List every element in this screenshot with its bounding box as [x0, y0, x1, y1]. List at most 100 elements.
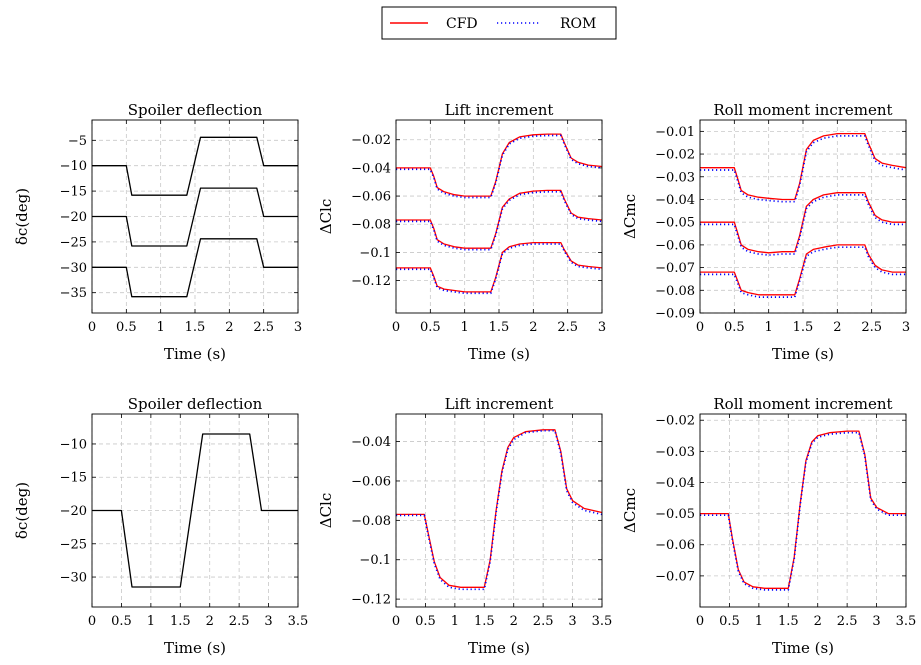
- y-tick-label: −0.02: [351, 133, 391, 148]
- y-tick-label: −0.1: [359, 246, 391, 261]
- x-tick-label: 3.5: [288, 614, 309, 629]
- x-tick-label: 2.5: [557, 320, 578, 335]
- x-axis-label: Time (s): [468, 345, 530, 363]
- x-tick-label: 0: [88, 614, 96, 629]
- y-axis-label: ΔClc: [317, 199, 335, 235]
- series-line-cfd: [700, 244, 906, 296]
- y-tick-label: −0.08: [655, 284, 695, 299]
- x-tick-label: 3: [264, 614, 272, 629]
- series-line-rom: [700, 135, 907, 203]
- x-tick-label: 1: [755, 614, 763, 629]
- x-tick-label: 1.5: [185, 320, 206, 335]
- x-axis-label: Time (s): [468, 639, 530, 657]
- y-tick-label: −15: [60, 471, 87, 486]
- y-tick-label: −25: [60, 537, 87, 552]
- series-line-rom: [700, 194, 906, 256]
- series-line-rom: [396, 429, 603, 591]
- subplot-grid: Spoiler deflection 0 0.5 1 1.5 2 2.5 3 −5 −10 −15 −…: [13, 101, 916, 657]
- x-axis-label: Time (s): [164, 345, 226, 363]
- x-tick-label: 3: [872, 614, 880, 629]
- plot-frame: [699, 413, 907, 608]
- y-tick-label: −25: [60, 235, 87, 250]
- subplot-2: Lift increment 0 0.5 1 1.5 2 2.5 3 −0.02 −0.04 −0.…: [317, 101, 606, 363]
- x-tick-label: 0.5: [420, 320, 441, 335]
- x-tick-label: 1.5: [489, 320, 510, 335]
- x-tick-label: 0: [88, 320, 96, 335]
- series-line-rom: [700, 431, 906, 591]
- subplot-title: Spoiler deflection: [128, 101, 263, 119]
- y-tick-label: −5: [68, 134, 87, 149]
- plot-frame: [91, 119, 299, 314]
- plot-frame: [699, 119, 907, 314]
- y-tick-label: −0.08: [351, 218, 391, 233]
- subplot-6: Roll moment increment 0 0.5 1 1.5 2 2.5 3 3.5 −0.…: [621, 395, 916, 657]
- series-line: [92, 136, 298, 196]
- y-tick-label: −0.06: [351, 190, 391, 205]
- x-tick-label: 0.5: [719, 614, 740, 629]
- series-line-rom: [396, 190, 603, 251]
- y-axis-label: δc(deg): [13, 188, 31, 245]
- y-tick-label: −30: [60, 261, 87, 276]
- x-tick-label: 3: [598, 320, 606, 335]
- y-tick-label: −30: [60, 571, 87, 586]
- y-tick-label: −0.05: [655, 216, 695, 231]
- y-tick-label: −0.04: [351, 161, 391, 176]
- subplot-3: Roll moment increment 0 0.5 1 1.5 2 2.5 3 −0.01 −…: [621, 101, 910, 363]
- y-tick-label: −20: [60, 504, 87, 519]
- y-axis-label: ΔCmc: [621, 488, 639, 533]
- series-line-rom: [396, 243, 603, 295]
- series-line: [92, 187, 298, 247]
- x-tick-label: 1: [157, 320, 165, 335]
- x-tick-label: 1: [765, 320, 773, 335]
- x-tick-label: 0.5: [724, 320, 745, 335]
- subplot-title: Lift increment: [445, 101, 554, 119]
- y-tick-label: −10: [60, 159, 87, 174]
- legend-label-cfd: CFD: [446, 16, 478, 32]
- subplot-1: Spoiler deflection 0 0.5 1 1.5 2 2.5 3 −5 −10 −15 −…: [13, 101, 302, 363]
- y-axis-label: ΔClc: [317, 493, 335, 529]
- x-tick-label: 0: [392, 320, 400, 335]
- plot-frame: [91, 413, 299, 608]
- series-line-cfd: [396, 241, 603, 293]
- y-tick-label: −0.04: [655, 476, 695, 491]
- series-line-rom: [700, 246, 906, 298]
- series-line: [92, 238, 298, 298]
- y-tick-label: −0.03: [655, 170, 695, 185]
- subplot-title: Roll moment increment: [713, 395, 892, 413]
- x-tick-label: 2: [529, 320, 537, 335]
- y-tick-label: −10: [60, 437, 87, 452]
- x-tick-label: 1.5: [793, 320, 814, 335]
- x-tick-label: 2.5: [861, 320, 882, 335]
- x-tick-label: 3.5: [592, 614, 613, 629]
- subplot-title: Spoiler deflection: [128, 395, 263, 413]
- y-tick-label: −0.07: [655, 261, 695, 276]
- y-tick-label: −15: [60, 185, 87, 200]
- x-axis-label: Time (s): [772, 345, 834, 363]
- x-tick-label: 0.5: [415, 614, 436, 629]
- y-tick-label: −0.12: [351, 274, 391, 289]
- x-tick-label: 3: [902, 320, 910, 335]
- x-tick-label: 1: [461, 320, 469, 335]
- y-tick-label: −0.06: [655, 538, 695, 553]
- x-tick-label: 2.5: [253, 320, 274, 335]
- x-tick-label: 1.5: [170, 614, 191, 629]
- x-axis-label: Time (s): [772, 639, 834, 657]
- plot-frame: [395, 119, 603, 314]
- x-tick-label: 1.5: [778, 614, 799, 629]
- y-tick-label: −0.09: [655, 307, 695, 322]
- y-tick-label: −0.1: [359, 553, 391, 568]
- y-tick-label: −20: [60, 210, 87, 225]
- y-tick-label: −0.08: [351, 514, 391, 529]
- y-tick-label: −0.04: [351, 435, 391, 450]
- y-tick-label: −0.03: [655, 445, 695, 460]
- x-tick-label: 1: [451, 614, 459, 629]
- y-tick-label: −0.02: [655, 148, 695, 163]
- x-tick-label: 0: [696, 614, 704, 629]
- x-tick-label: 2.5: [229, 614, 250, 629]
- plot-frame: [395, 413, 603, 608]
- x-tick-label: 2: [833, 320, 841, 335]
- x-tick-label: 2: [225, 320, 233, 335]
- x-tick-label: 1.5: [474, 614, 495, 629]
- x-tick-label: 0: [696, 320, 704, 335]
